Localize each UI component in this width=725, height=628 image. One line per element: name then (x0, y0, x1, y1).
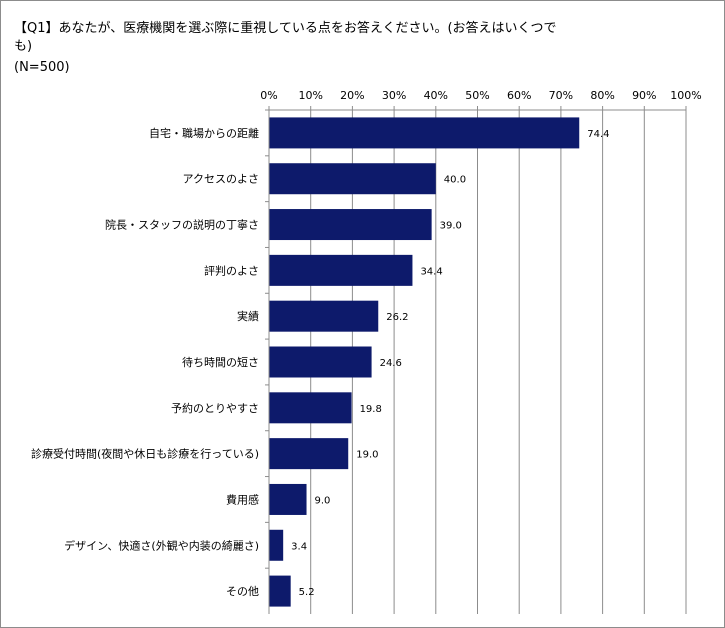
category-label: 自宅・職場からの距離 (149, 126, 259, 140)
bar (269, 117, 580, 149)
sample-size: (N=500) (14, 60, 70, 75)
chart-title-line2: も) (14, 39, 33, 54)
category-label: デザイン、快適さ(外観や内装の綺麗さ) (64, 538, 259, 552)
bar (269, 392, 352, 424)
category-label: 予約のとりやすさ (171, 401, 259, 415)
data-label: 9.0 (315, 495, 331, 506)
data-label: 40.0 (444, 175, 466, 186)
category-label: その他 (226, 585, 259, 598)
data-label: 34.4 (420, 266, 442, 277)
bar (269, 254, 413, 286)
x-tick-label: 70% (549, 89, 573, 102)
bar (269, 575, 291, 607)
bar (269, 438, 349, 470)
x-tick-label: 40% (424, 89, 448, 102)
data-label: 39.0 (440, 221, 462, 232)
category-label: 診療受付時間(夜間や休日も診療を行っている) (31, 447, 259, 461)
bar (269, 346, 372, 378)
data-label: 19.8 (360, 404, 382, 415)
data-label: 74.4 (587, 129, 609, 140)
chart-title: 【Q1】あなたが、医療機関を選ぶ際に重視している点をお答えください。(お答えはい… (14, 20, 599, 56)
bar (269, 529, 284, 561)
data-label: 19.0 (356, 450, 378, 461)
x-tick-label: 100% (670, 89, 701, 102)
data-label: 24.6 (380, 358, 402, 369)
data-label: 3.4 (291, 541, 307, 552)
category-label: 費用感 (226, 492, 259, 506)
x-tick-label: 80% (590, 89, 614, 102)
data-label: 5.2 (299, 587, 315, 598)
x-tick-label: 10% (298, 89, 322, 102)
bar (269, 483, 307, 515)
category-label: 実績 (237, 309, 259, 323)
data-label: 26.2 (386, 312, 408, 323)
x-tick-label: 20% (340, 89, 364, 102)
x-tick-label: 50% (465, 89, 489, 102)
bar (269, 163, 436, 195)
category-label: アクセスのよさ (183, 173, 259, 186)
x-tick-label: 0% (260, 89, 277, 102)
bar (269, 209, 432, 241)
category-label: 評判のよさ (204, 263, 259, 277)
x-tick-label: 90% (632, 89, 656, 102)
chart-title-line1: 【Q1】あなたが、医療機関を選ぶ際に重視している点をお答えください。(お答えはい… (14, 21, 557, 36)
x-tick-label: 60% (507, 89, 531, 102)
category-label: 院長・スタッフの説明の丁寧さ (105, 218, 259, 232)
bar (269, 300, 379, 332)
category-label: 待ち時間の短さ (182, 355, 259, 369)
x-tick-label: 30% (382, 89, 406, 102)
